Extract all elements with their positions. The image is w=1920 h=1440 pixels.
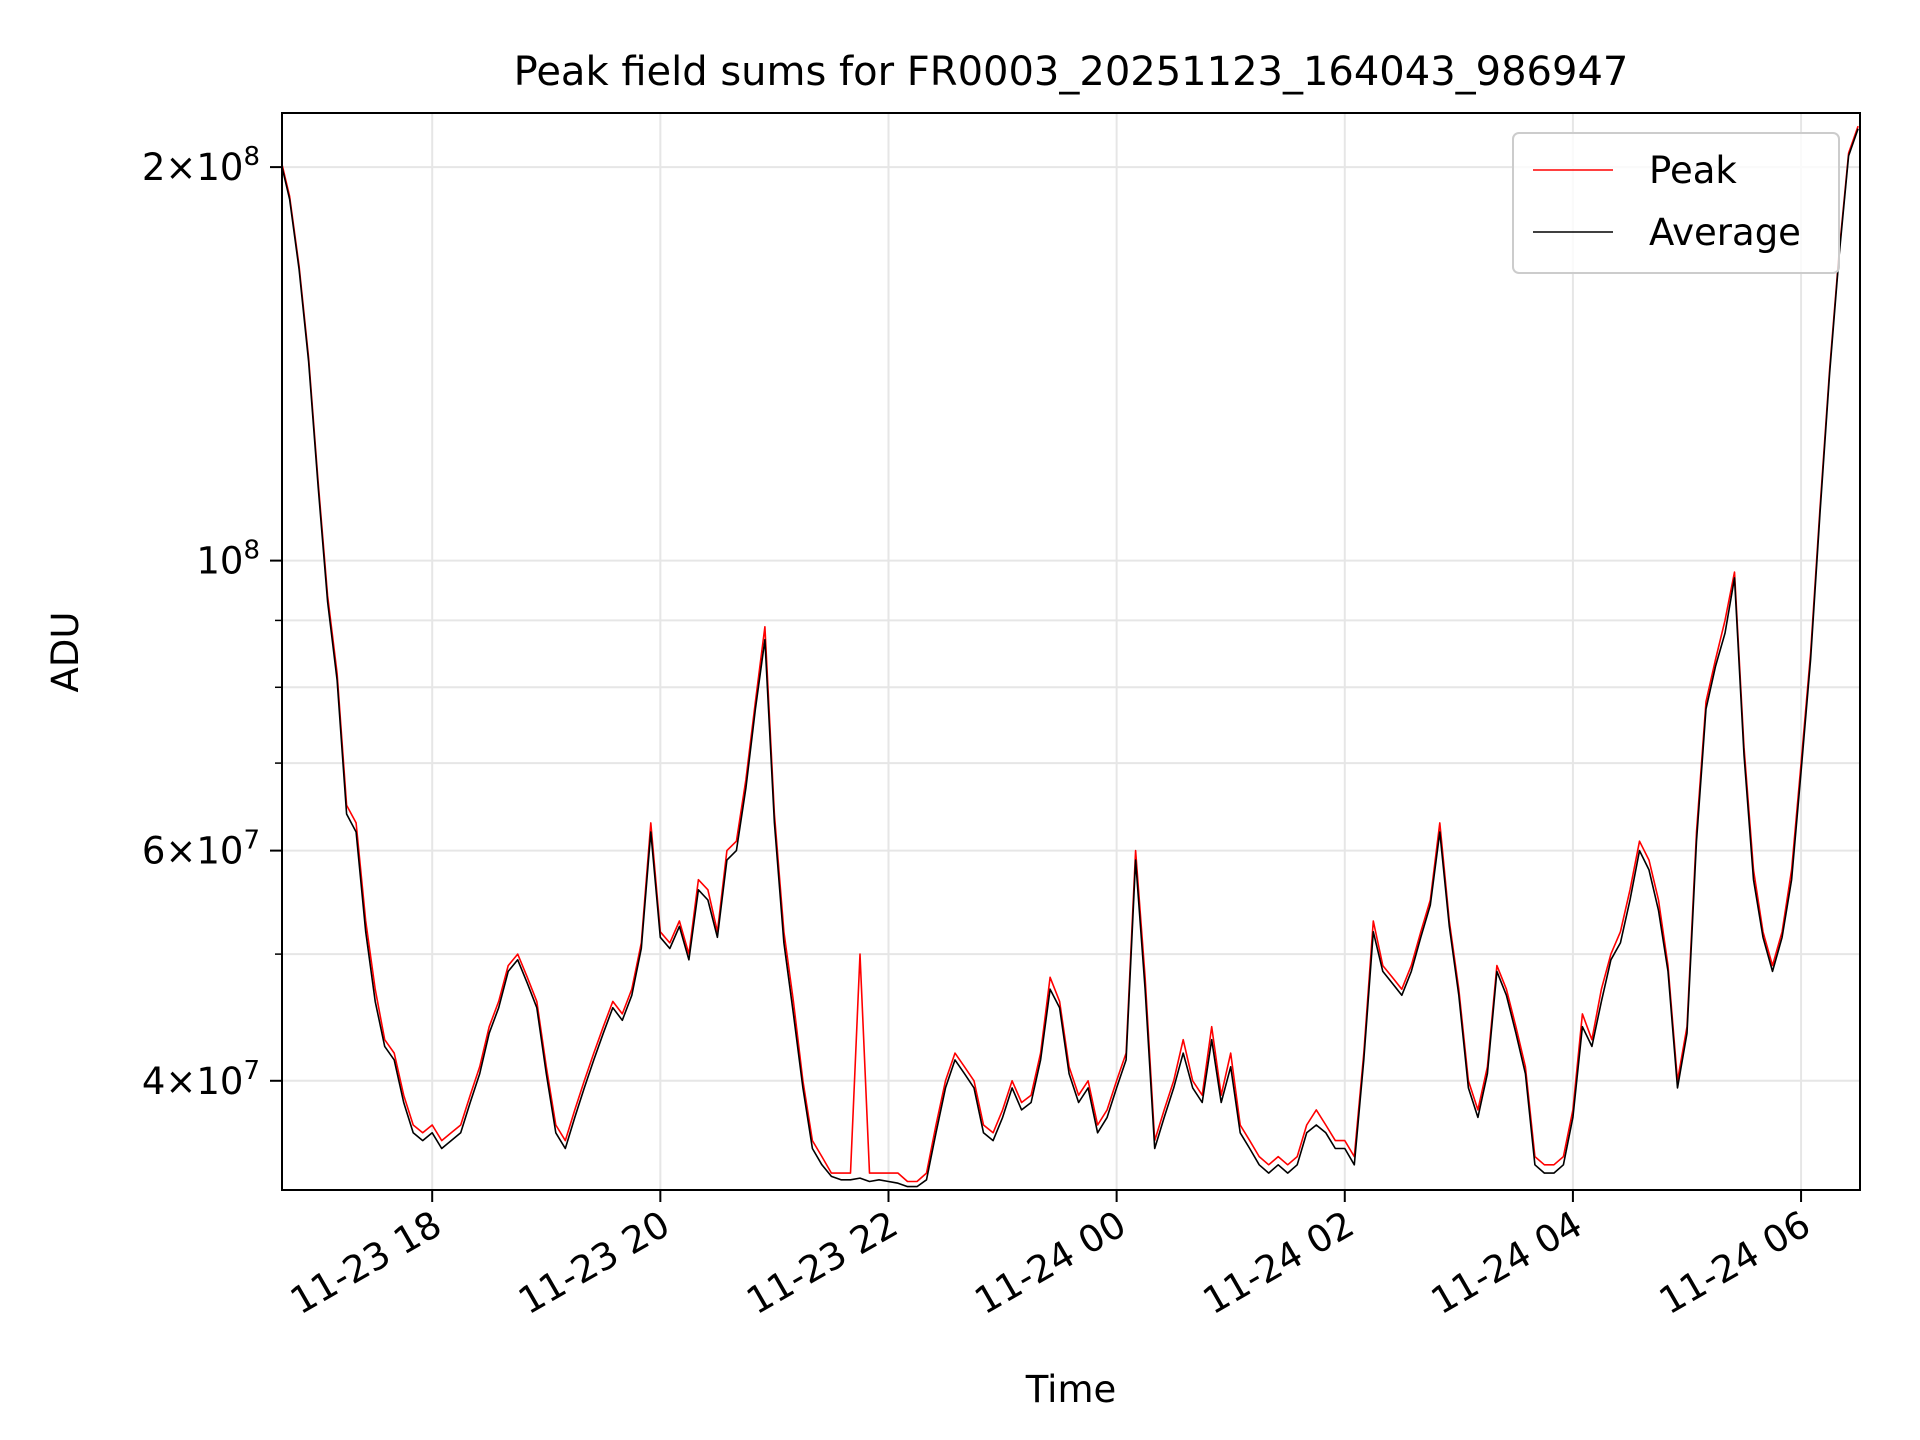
legend-label-average: Average [1649, 211, 1801, 254]
y-axis: 4×107 6×107 108 2×108 [142, 142, 282, 1103]
y-tick-label: 4×107 [142, 1056, 260, 1103]
chart-title: Peak field sums for FR0003_20251123_1640… [514, 49, 1629, 95]
plot-area-frame [281, 112, 1861, 1191]
legend: Peak Average [1512, 132, 1840, 274]
y-tick-label: 2×108 [142, 142, 260, 189]
y-tick-label: 6×107 [142, 826, 260, 873]
grid-lines [282, 113, 1860, 1190]
legend-label-peak: Peak [1649, 149, 1737, 192]
y-tick-label: 108 [196, 536, 260, 583]
series-line-peak [281, 125, 1859, 1183]
legend-box [1512, 132, 1840, 274]
x-axis-label: Time [1025, 1368, 1117, 1411]
series-layer [281, 125, 1859, 1188]
y-axis-label: ADU [44, 612, 87, 693]
series-line-average [281, 128, 1859, 1188]
